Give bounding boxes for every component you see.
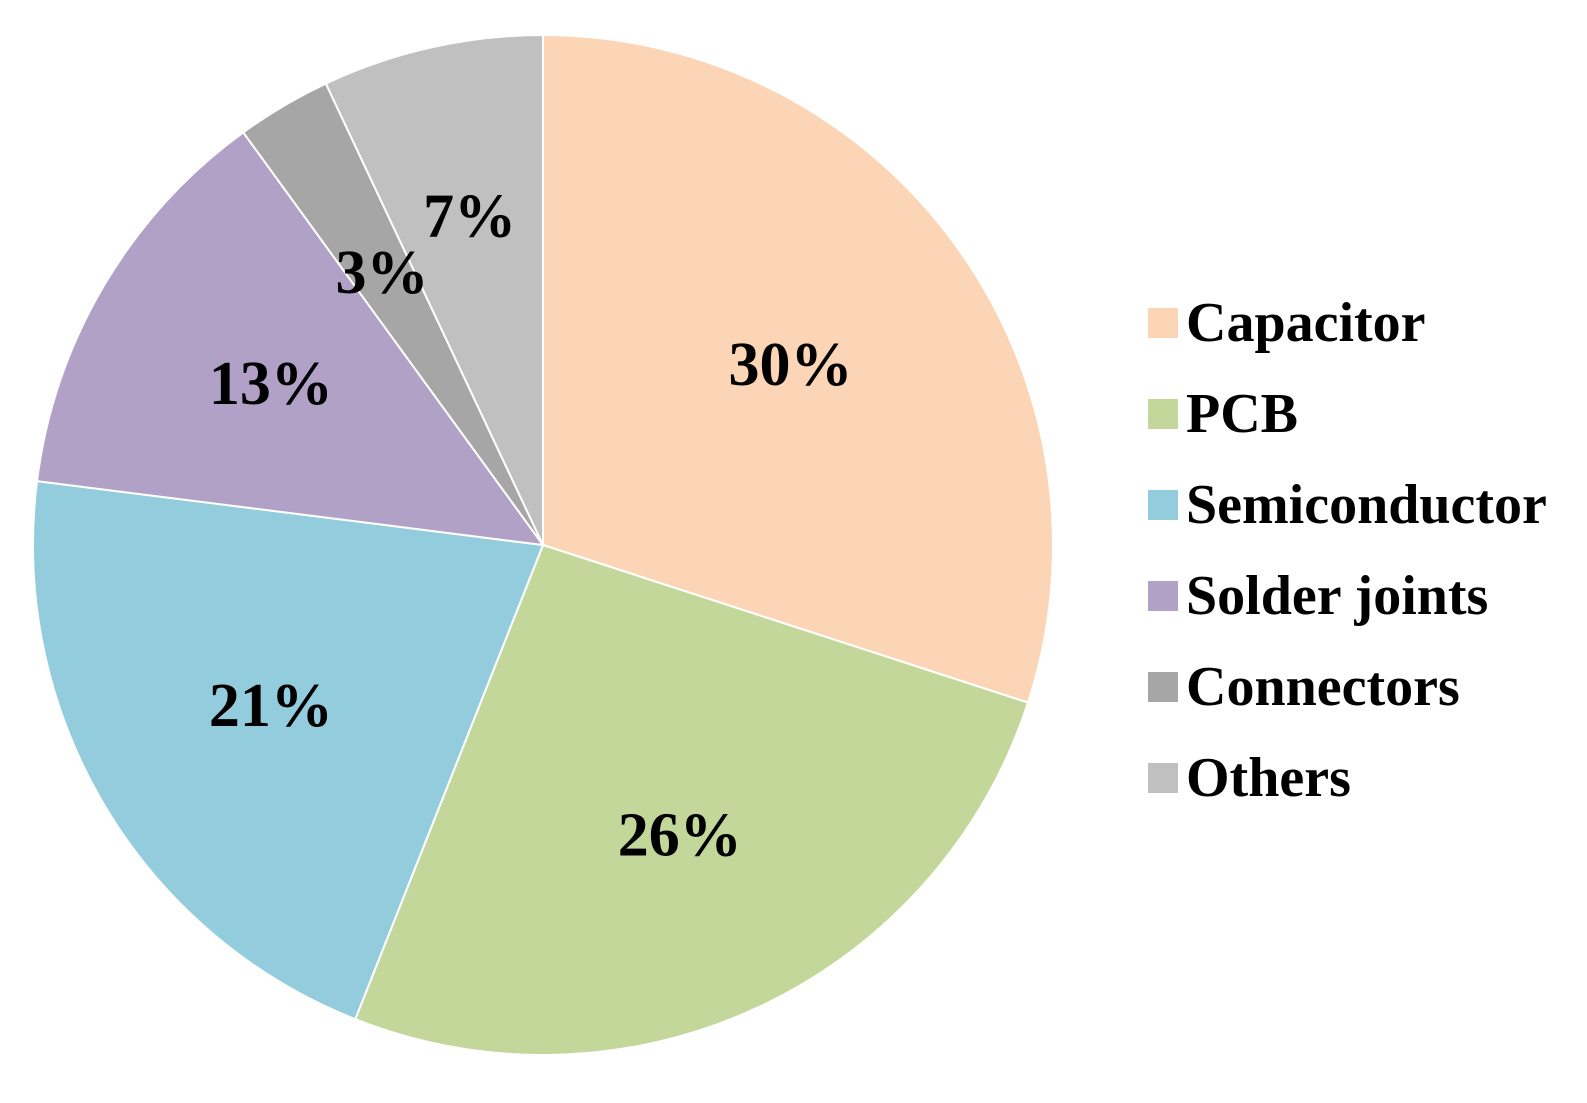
pie-slice-solder-joints (35, 131, 546, 547)
legend-swatch-semiconductor (1148, 490, 1178, 520)
pie-slice-labels: 30% 26% 21% 13%3%7% (209, 183, 853, 870)
pie-slices (32, 33, 1054, 1056)
data-label-semiconductor: 21% (209, 672, 333, 740)
data-label-solder-joints: 13% (209, 350, 333, 418)
legend-swatch-others (1148, 763, 1178, 793)
legend-swatch-solder-joints (1148, 581, 1178, 611)
legend: Capacitor PCB Semiconductor Solder joints Co… (1148, 292, 1547, 809)
pie-slice-semiconductor (32, 479, 545, 1021)
legend-label-semiconductor: Semiconductor (1186, 474, 1547, 536)
data-label-connectors: 3% (336, 239, 429, 307)
legend-label-solder-joints: Solder joints (1186, 565, 1488, 627)
pie-slice-pcb (353, 543, 1030, 1056)
legend-swatch-pcb (1148, 399, 1178, 429)
pie-slice-capacitor (542, 33, 1054, 704)
legend-label-connectors: Connectors (1186, 656, 1460, 718)
legend-label-pcb: PCB (1186, 383, 1298, 445)
pie-slice-others (324, 33, 544, 546)
legend-label-capacitor: Capacitor (1186, 292, 1426, 354)
data-label-pcb: 26% (618, 802, 742, 870)
data-label-capacitor: 30% (729, 331, 853, 399)
data-label-others: 7% (423, 183, 516, 251)
legend-swatch-connectors (1148, 672, 1178, 702)
legend-label-others: Others (1186, 747, 1351, 809)
legend-swatch-capacitor (1148, 308, 1178, 338)
